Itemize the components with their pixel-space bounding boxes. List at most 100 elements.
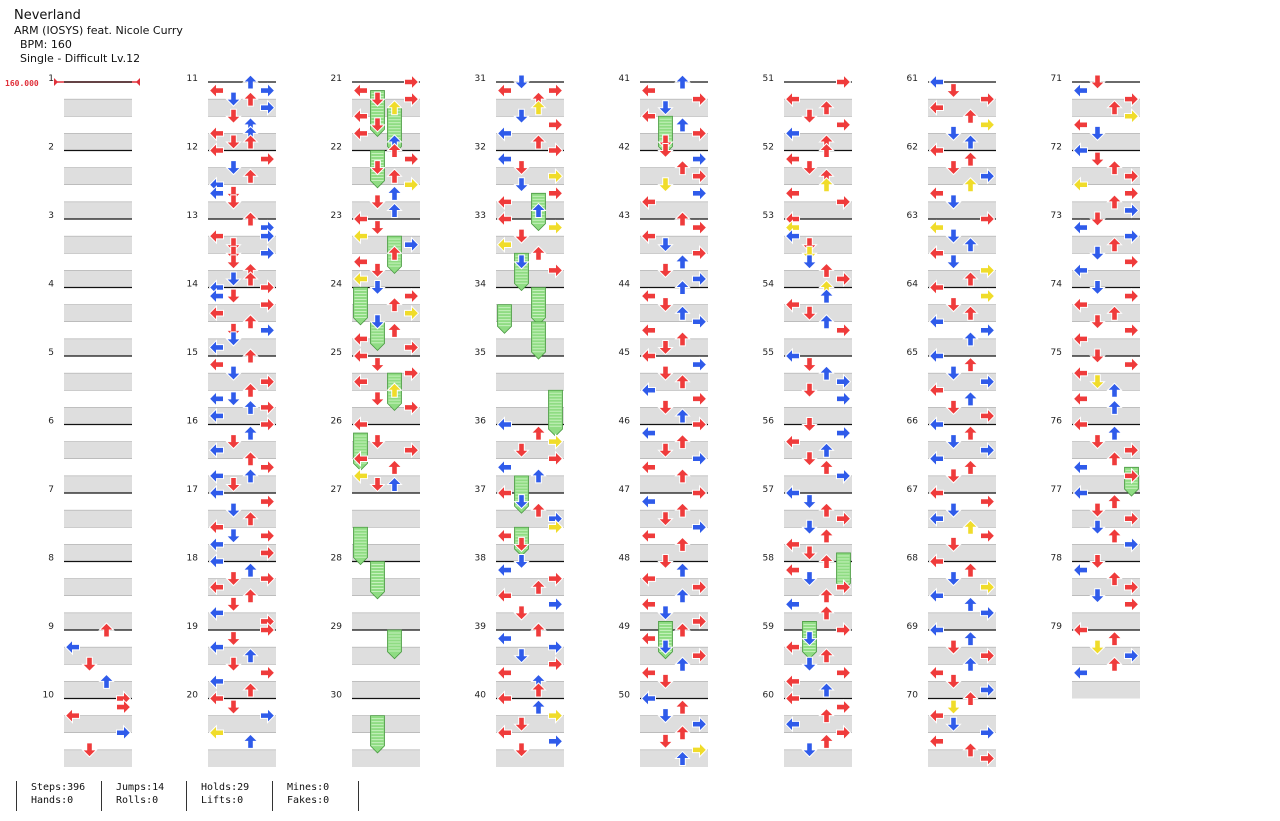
beat-band: [640, 681, 708, 699]
step-chart: 160.000 12345678910111213141516171819202…: [5, 73, 1140, 767]
beat-band: [352, 681, 420, 699]
measure-number: 9: [48, 622, 54, 632]
right-arrow-icon: [836, 116, 852, 134]
holds-count: Holds:29: [201, 782, 250, 793]
down-arrow-icon: [225, 245, 242, 261]
left-arrow-icon: [496, 82, 512, 99]
beat-band: [1072, 441, 1140, 459]
down-arrow-icon: [801, 519, 818, 535]
measure: 36: [475, 417, 564, 493]
left-arrow-icon: [208, 604, 224, 622]
down-arrow-icon: [657, 237, 674, 253]
right-arrow-icon: [836, 424, 852, 442]
up-arrow-icon: [242, 425, 259, 441]
up-arrow-icon: [242, 399, 259, 415]
down-arrow-icon: [225, 699, 242, 715]
beat-band: [784, 578, 852, 596]
hold-body: [497, 304, 512, 334]
down-arrow-icon: [945, 125, 962, 142]
up-arrow-icon: [962, 459, 979, 475]
right-arrow-icon: [692, 313, 708, 330]
left-arrow-icon: [1072, 296, 1088, 313]
up-arrow-icon: [242, 348, 259, 364]
measure: 44: [619, 280, 708, 356]
beat-band: [1072, 304, 1140, 322]
stats-bar: Steps:396 Hands:0 Jumps:14 Rolls:0 Holds…: [0, 781, 400, 811]
left-arrow-icon: [496, 193, 512, 211]
up-arrow-icon: [962, 271, 979, 287]
hold-note: [370, 715, 385, 754]
beat-band: [1072, 510, 1140, 528]
down-arrow-icon: [945, 365, 962, 381]
up-arrow-icon: [386, 296, 403, 313]
beat-band: [352, 578, 420, 596]
down-arrow-icon: [369, 391, 386, 407]
beat-band: [64, 133, 132, 151]
up-arrow-icon: [242, 510, 259, 527]
right-arrow-icon: [260, 621, 276, 639]
left-arrow-icon: [496, 484, 512, 502]
left-arrow-icon: [1072, 664, 1088, 682]
down-arrow-icon: [801, 571, 818, 587]
down-arrow-icon: [1089, 519, 1106, 535]
right-arrow-icon: [692, 356, 708, 373]
beat-band: [496, 236, 564, 254]
up-arrow-icon: [1106, 425, 1123, 441]
beat-band: [352, 167, 420, 185]
beat-band: [928, 99, 996, 117]
right-arrow-icon: [1124, 578, 1140, 596]
measure-number: 40: [475, 691, 487, 701]
left-arrow-icon: [208, 690, 224, 707]
left-arrow-icon: [64, 638, 80, 656]
down-arrow-icon: [1089, 639, 1106, 655]
up-arrow-icon: [386, 476, 403, 492]
measure: 55: [763, 348, 852, 425]
beat-band: [352, 236, 420, 254]
steps-count: Steps:396: [31, 782, 86, 793]
right-arrow-icon: [980, 724, 996, 741]
beat-band: [1072, 167, 1140, 185]
left-arrow-icon: [1072, 219, 1088, 236]
down-arrow-icon: [945, 536, 962, 553]
measure: 22: [331, 143, 420, 219]
song-title: Neverland: [14, 8, 81, 23]
right-arrow-icon: [980, 116, 996, 134]
beat-band: [640, 304, 708, 322]
arrow-notes: [64, 73, 1140, 767]
down-arrow-icon: [945, 468, 962, 484]
right-arrow-icon: [980, 647, 996, 664]
right-arrow-icon: [692, 416, 708, 433]
beat-band: [640, 715, 708, 733]
beat-band: [496, 715, 564, 733]
measure-number: 31: [475, 74, 486, 84]
right-arrow-icon: [548, 116, 564, 134]
down-arrow-icon: [801, 245, 818, 261]
up-arrow-icon: [1106, 493, 1123, 510]
up-arrow-icon: [962, 108, 979, 124]
measure: 45: [619, 348, 708, 425]
beat-band: [64, 270, 132, 288]
hold-note: [531, 287, 546, 326]
down-arrow-icon: [369, 434, 386, 450]
beat-band: [1072, 578, 1140, 596]
up-arrow-icon: [386, 185, 403, 201]
beat-band: [1072, 236, 1140, 254]
measure: 12: [187, 143, 276, 219]
left-arrow-icon: [496, 210, 512, 228]
right-arrow-icon: [404, 287, 420, 305]
right-arrow-icon: [548, 570, 564, 587]
left-arrow-icon: [1072, 621, 1088, 639]
right-arrow-icon: [548, 450, 564, 467]
right-arrow-icon: [548, 733, 564, 750]
down-arrow-icon: [225, 331, 242, 347]
right-arrow-icon: [260, 82, 276, 99]
left-arrow-icon: [352, 82, 368, 99]
right-arrow-icon: [404, 364, 420, 382]
beat-band: [352, 304, 420, 322]
measure: 62: [907, 143, 996, 219]
down-arrow-icon: [1089, 314, 1106, 330]
measure-number: 58: [763, 554, 775, 564]
measure: 56: [763, 417, 852, 493]
right-arrow-icon: [836, 322, 852, 339]
beat-band: [784, 270, 852, 288]
